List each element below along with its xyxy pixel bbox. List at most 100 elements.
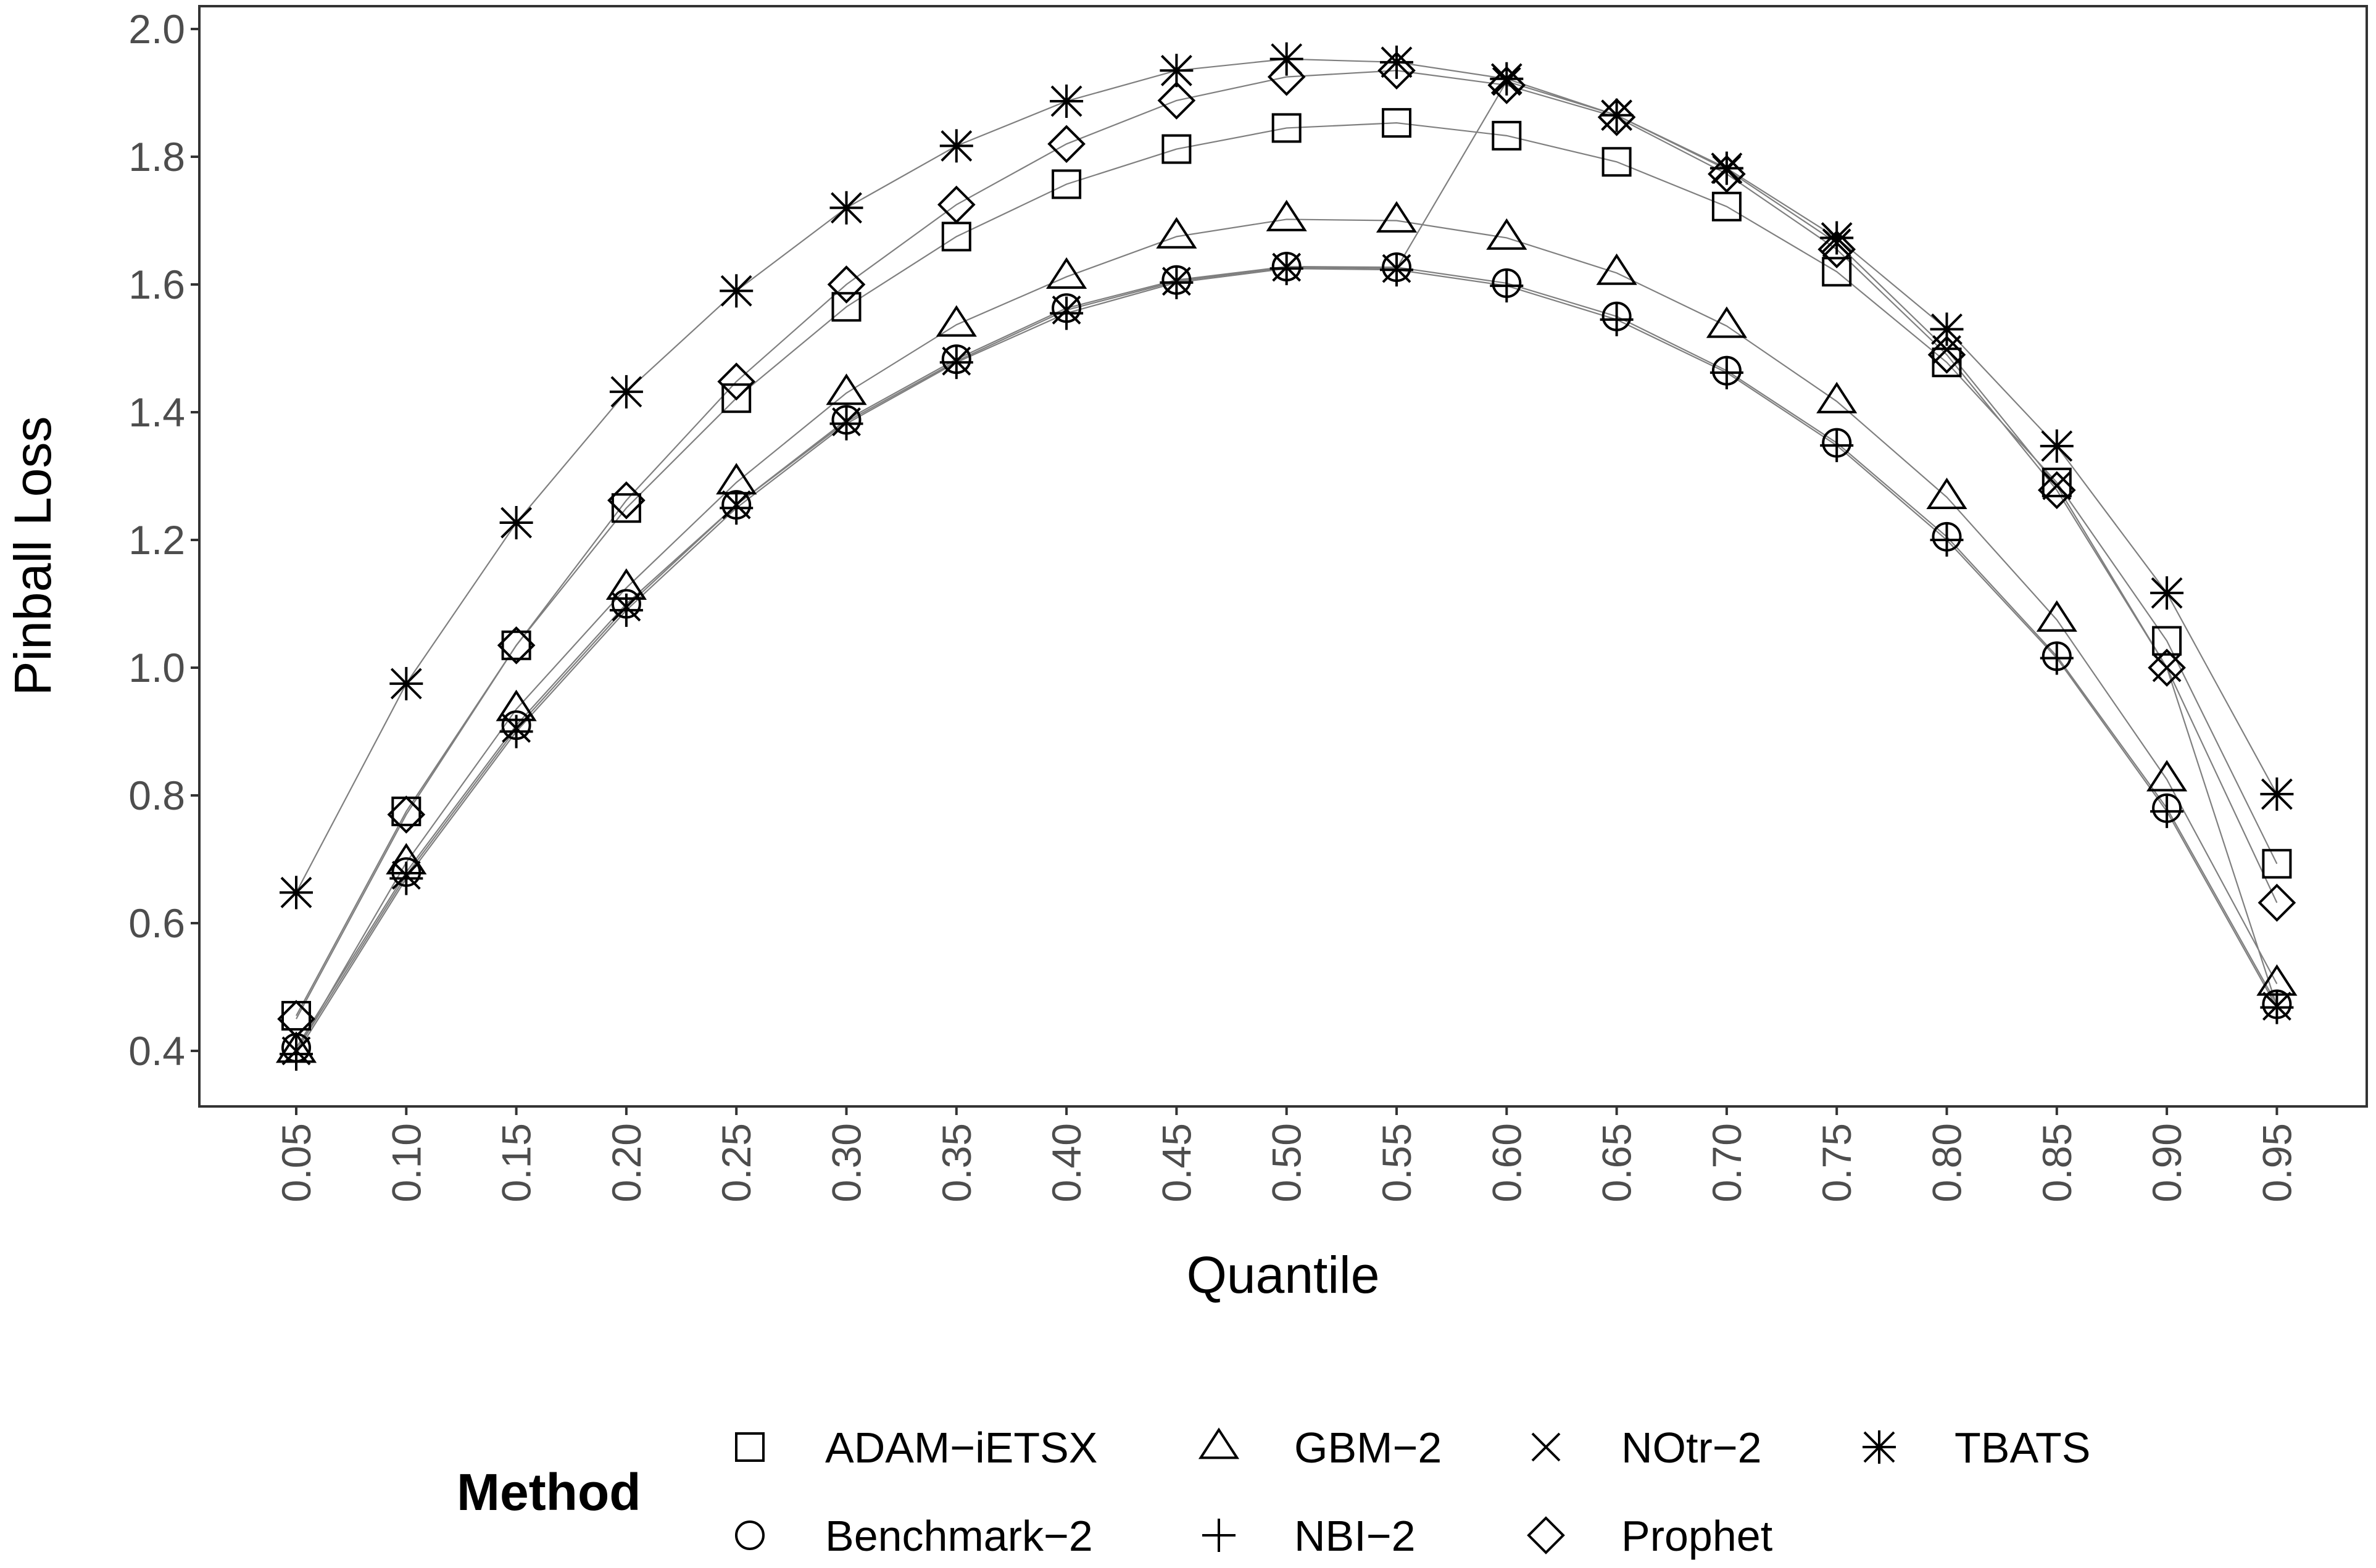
data-point-square [1271, 113, 1302, 143]
legend-key-triangle [1198, 1427, 1240, 1459]
y-tick-label: 1.0 [128, 645, 185, 691]
data-point-cross [1932, 335, 1961, 364]
data-point-plus [609, 593, 643, 627]
legend-label: GBM−2 [1294, 1424, 1442, 1472]
data-point-square [1492, 120, 1522, 151]
x-tick-label: 0.65 [1594, 1123, 1640, 1202]
data-point-cross [502, 713, 531, 743]
data-point-plus [1050, 296, 1084, 330]
data-point-asterisk [1490, 62, 1524, 96]
x-tick-label: 0.75 [1814, 1123, 1859, 1202]
data-point-asterisk [1709, 151, 1743, 185]
data-point-asterisk [499, 506, 533, 540]
series-line [296, 70, 2278, 1019]
x-tick-label: 0.85 [2034, 1123, 2080, 1202]
data-point-plus [1820, 428, 1854, 462]
data-point-triangle [826, 373, 867, 405]
y-tick-label: 1.2 [128, 517, 185, 563]
data-point-diamond [1157, 81, 1196, 120]
x-axis: 0.05 0.10 0.15 0.20 0.25 0.30 0.35 0.40 0.45 0.50… [273, 1106, 2299, 1202]
data-point-asterisk [829, 191, 863, 225]
data-point-diamond [277, 1000, 315, 1039]
data-point-diamond [1927, 336, 1966, 374]
data-point-plus [1709, 355, 1743, 389]
legend-label: ADAM−iETSX [825, 1424, 1098, 1472]
data-point-asterisk [1160, 54, 1194, 88]
data-point-diamond [1377, 51, 1416, 90]
legend-title: Method [457, 1463, 641, 1521]
data-point-triangle [936, 305, 977, 337]
data-point-cross [391, 860, 421, 890]
x-tick-label: 0.60 [1484, 1123, 1529, 1202]
x-tick-label: 0.45 [1153, 1123, 1199, 1202]
data-point-diamond [937, 185, 976, 224]
data-point-plus [2150, 794, 2184, 828]
legend-key-cross [1531, 1432, 1561, 1462]
data-point-triangle [2146, 760, 2188, 792]
legend-label: Prophet [1621, 1512, 1772, 1560]
data-point-diamond [607, 481, 646, 520]
data-point-cross [2042, 471, 2072, 500]
data-point-diamond [497, 626, 536, 665]
data-point-square [1601, 147, 1632, 177]
data-point-asterisk [720, 274, 754, 308]
y-tick-label: 0.4 [128, 1028, 185, 1074]
data-point-asterisk [280, 876, 313, 910]
x-tick-label: 0.90 [2144, 1123, 2190, 1202]
x-tick-label: 0.70 [1704, 1123, 1750, 1202]
data-point-triangle [1046, 257, 1087, 289]
plot-panel [198, 5, 2368, 1108]
x-tick-label: 0.40 [1044, 1123, 1089, 1202]
legend-label: NOtr−2 [1621, 1424, 1762, 1472]
series-line [296, 122, 2278, 1016]
data-point-triangle [1926, 477, 1967, 510]
x-tick-label: 0.80 [1924, 1123, 1970, 1202]
data-point-asterisk [2260, 777, 2294, 811]
data-point-diamond [1817, 230, 1856, 268]
data-point-cross [1052, 295, 1081, 325]
data-point-cross [2262, 992, 2291, 1021]
legend-key-plus [1202, 1519, 1236, 1552]
data-point-diamond [2258, 884, 2296, 922]
data-point-cross [1272, 252, 1302, 282]
data-point-asterisk [609, 375, 643, 409]
data-point-plus [1600, 302, 1634, 336]
data-point-square [2042, 467, 2072, 497]
data-point-plus [1490, 269, 1524, 303]
data-point-cross [1382, 254, 1411, 283]
data-point-diamond [717, 362, 756, 401]
data-point-asterisk [1050, 84, 1084, 118]
legend-key-diamond [1527, 1516, 1565, 1554]
x-axis-title: Quantile [1187, 1246, 1380, 1304]
data-point-square [1382, 108, 1411, 138]
data-point-square [721, 383, 752, 413]
data-point-cross [1161, 267, 1191, 296]
y-tick-label: 1.6 [128, 262, 185, 307]
data-point-triangle [2036, 600, 2077, 632]
data-point-square [831, 292, 862, 322]
data-point-triangle [1156, 217, 1197, 249]
data-point-asterisk [1600, 98, 1634, 132]
data-point-square [611, 493, 641, 523]
x-tick-label: 0.30 [824, 1123, 870, 1202]
legend-key-circle [735, 1520, 765, 1550]
legend-label: Benchmark−2 [825, 1512, 1093, 1560]
data-point-plus [2040, 641, 2074, 675]
data-point-plus [280, 1037, 313, 1071]
data-point-asterisk [1820, 221, 1854, 255]
y-tick-label: 0.8 [128, 773, 185, 818]
data-point-diamond [2148, 649, 2186, 687]
data-point-asterisk [2150, 576, 2184, 610]
y-tick-label: 0.6 [128, 900, 185, 946]
data-point-triangle [1706, 306, 1747, 338]
y-axis: 0.4 0.6 0.8 1.0 1.2 1.4 1.6 1.8 2.0 [128, 6, 199, 1074]
y-tick-label: 1.4 [128, 389, 185, 435]
legend-key-square [735, 1432, 765, 1462]
data-point-square [2152, 626, 2182, 656]
data-point-diamond [1047, 125, 1086, 164]
data-point-plus [499, 715, 533, 749]
data-point-asterisk [1380, 45, 1413, 79]
legend-label: TBATS [1954, 1424, 2090, 1472]
y-tick-label: 2.0 [128, 6, 185, 52]
x-tick-label: 0.55 [1374, 1123, 1419, 1202]
